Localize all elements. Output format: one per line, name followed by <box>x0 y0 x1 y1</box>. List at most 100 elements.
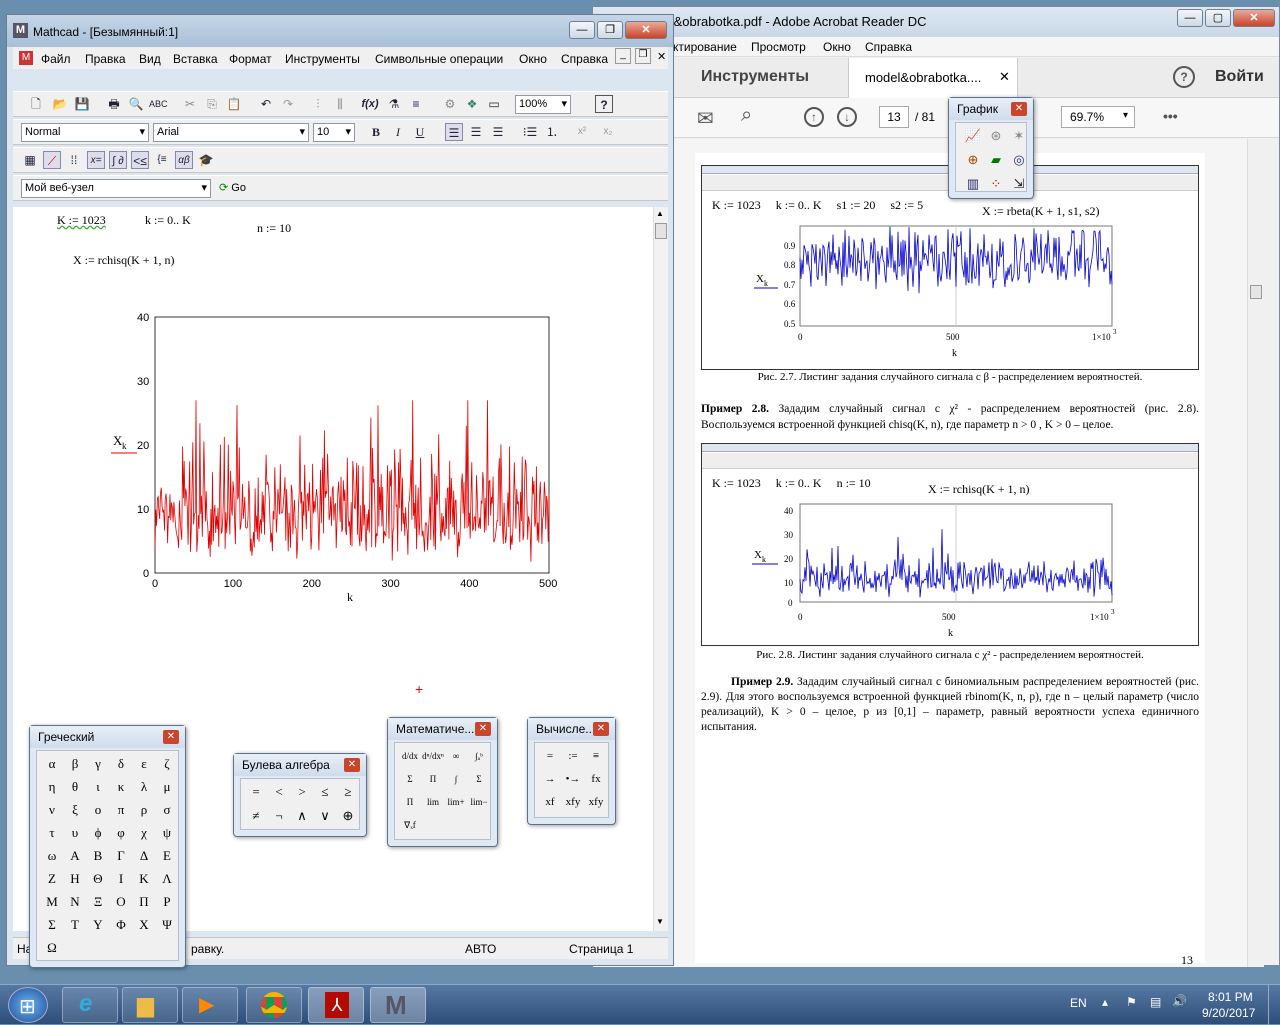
mail-icon[interactable]: ✉ <box>697 108 714 130</box>
math-symbol-button[interactable]: d/dx <box>401 751 418 761</box>
start-button[interactable]: ⊞ <box>8 987 48 1023</box>
subscript-icon[interactable]: x₂ <box>603 126 613 137</box>
bullets-icon[interactable]: ⁝☰ <box>522 125 538 139</box>
polar-icon[interactable]: ⊕ <box>967 152 979 167</box>
greek-symbol-button[interactable]: Κ <box>139 871 149 886</box>
greek-symbol-button[interactable]: ο <box>94 802 102 817</box>
greek-symbol-button[interactable]: τ <box>49 825 55 840</box>
greek-symbol-button[interactable]: Ψ <box>162 917 172 932</box>
style-select[interactable]: Normal <box>21 123 149 142</box>
clock-time[interactable]: 8:01 PM <box>1208 990 1253 1004</box>
align-right-icon[interactable]: ☰ <box>492 125 504 139</box>
math-symbol-button[interactable]: ∞ <box>452 751 460 761</box>
menu-item-view[interactable]: Вид <box>139 52 161 66</box>
greek-symbol-button[interactable]: Δ <box>139 848 149 863</box>
close-icon[interactable]: ✕ <box>593 722 609 736</box>
evaluation-palette-icon[interactable]: x= <box>87 151 105 169</box>
tab-tools[interactable]: Инструменты <box>701 68 810 85</box>
align-left-icon[interactable]: ☰ <box>445 123 463 141</box>
greek-symbol-button[interactable]: Η <box>70 871 80 886</box>
math-symbol-button[interactable]: Σ <box>407 774 413 784</box>
taskbar-acrobat[interactable]: ⅄ <box>308 987 364 1023</box>
math-symbol-button[interactable]: Π <box>429 774 437 784</box>
greek-symbol-button[interactable]: μ <box>163 779 171 794</box>
menu-item-tools[interactable]: Инструменты <box>285 52 360 66</box>
window-icon[interactable]: ▭ <box>488 97 500 111</box>
greek-symbol-button[interactable]: Β <box>93 848 103 863</box>
greek-symbol-button[interactable]: θ <box>71 779 79 794</box>
bold-icon[interactable]: B <box>371 125 380 139</box>
menu-item-edit[interactable]: ктирование <box>673 40 737 54</box>
greek-symbol-button[interactable]: ι <box>96 779 100 794</box>
undo-icon[interactable]: ↶ <box>260 97 272 111</box>
underline-icon[interactable]: U <box>415 125 425 139</box>
close-button[interactable]: ✕ <box>625 21 667 39</box>
bool-symbol-button[interactable]: ≠ <box>252 808 260 823</box>
calculus-palette-header[interactable]: Математиче... <box>388 718 497 740</box>
insert-unit-icon[interactable]: ⚗ <box>388 97 400 111</box>
print-preview-icon[interactable]: 🔍 <box>128 97 144 111</box>
menu-item-window[interactable]: Окно <box>519 52 547 66</box>
greek-symbol-button[interactable]: χ <box>141 825 147 840</box>
def-n[interactable]: n := 10 <box>257 221 292 235</box>
search-icon[interactable]: ⌕ <box>741 104 753 126</box>
xy-plot-icon[interactable]: 📈 <box>964 128 982 143</box>
greek-symbol-button[interactable]: ϕ <box>94 825 102 840</box>
taskbar-mathcad[interactable]: M <box>370 987 426 1023</box>
greek-symbol-button[interactable]: δ <box>117 756 125 771</box>
eval-symbol-button[interactable]: fx <box>591 773 601 785</box>
eval-symbol-button[interactable]: xfy <box>565 796 581 808</box>
programming-palette-icon[interactable]: {≡ <box>157 154 167 165</box>
pdf-vertical-scrollbar[interactable] <box>1247 139 1264 967</box>
surface-plot-icon[interactable]: ▰ <box>991 152 1001 167</box>
math-symbol-button[interactable]: lim <box>426 797 439 807</box>
math-symbol-button[interactable]: lim+ <box>447 797 465 807</box>
greek-symbol-button[interactable]: Σ <box>48 917 56 932</box>
vector-field-icon[interactable]: ⇲ <box>1013 176 1025 191</box>
greek-palette-header[interactable]: Греческий <box>30 726 185 748</box>
math-symbol-button[interactable]: dⁿ/dxⁿ <box>422 751 444 761</box>
menu-item-format[interactable]: Формат <box>229 52 272 66</box>
print-icon[interactable]: 🖶 <box>108 97 120 111</box>
close-icon[interactable]: ✕ <box>475 722 491 736</box>
menu-item-insert[interactable]: Вставка <box>173 52 218 66</box>
zoom-select[interactable]: 69.7% ▾ <box>1061 106 1135 128</box>
scroll-thumb[interactable] <box>655 223 667 239</box>
greek-symbol-button[interactable]: Ε <box>163 848 171 863</box>
def-X[interactable]: X := rchisq(K + 1, n) <box>73 253 175 267</box>
bool-symbol-button[interactable]: ⊕ <box>342 808 354 823</box>
acrobat-titlebar[interactable]: odel&obrabotka.pdf - Adobe Acrobat Reade… <box>593 7 1279 37</box>
greek-symbol-button[interactable]: φ <box>117 825 125 840</box>
greek-symbol-button[interactable]: ε <box>141 756 147 771</box>
greek-symbol-button[interactable]: Ι <box>118 871 124 886</box>
greek-symbol-button[interactable]: ρ <box>140 802 148 817</box>
pdf-viewport[interactable]: K := 1023 k := 0.. K s1 := 20 s2 := 5 X … <box>593 139 1247 967</box>
greek-symbol-button[interactable]: ψ <box>162 825 172 840</box>
greek-symbol-button[interactable]: γ <box>95 756 101 771</box>
network-icon[interactable]: ▤ <box>1150 995 1162 1009</box>
greek-symbol-button[interactable]: υ <box>71 825 79 840</box>
next-page-icon[interactable]: ↓ <box>837 107 857 127</box>
greek-symbol-button[interactable]: Ξ <box>93 894 103 909</box>
greek-symbol-button[interactable]: Τ <box>71 917 79 932</box>
eval-symbol-button[interactable]: xfy <box>588 796 604 808</box>
cut-icon[interactable]: ✂ <box>184 97 196 111</box>
greek-symbol-button[interactable]: Α <box>70 848 80 863</box>
maximize-button[interactable]: ▢ <box>1205 9 1231 27</box>
bool-symbol-button[interactable]: < <box>275 784 283 799</box>
greek-symbol-button[interactable]: Ο <box>116 894 126 909</box>
greek-symbol-button[interactable]: β <box>71 756 79 771</box>
math-symbol-button[interactable]: ∇ₓf <box>404 820 416 830</box>
greek-symbol-button[interactable]: Γ <box>117 848 125 863</box>
math-symbol-button[interactable]: Σ <box>476 774 482 784</box>
contour-plot-icon[interactable]: ◎ <box>1013 152 1025 167</box>
greek-symbol-button[interactable]: σ <box>163 802 171 817</box>
insert-function-icon[interactable]: f(x) <box>361 98 379 110</box>
eval-symbol-button[interactable]: = <box>546 750 554 762</box>
eval-symbol-button[interactable]: := <box>568 750 578 762</box>
math-symbol-button[interactable]: ∫ₐᵇ <box>475 751 483 761</box>
prev-page-icon[interactable]: ↑ <box>804 107 824 127</box>
volume-icon[interactable]: 🔊 <box>1172 994 1187 1008</box>
page-number-input[interactable]: 13 <box>879 106 909 128</box>
bool-symbol-button[interactable]: ∧ <box>297 808 307 823</box>
